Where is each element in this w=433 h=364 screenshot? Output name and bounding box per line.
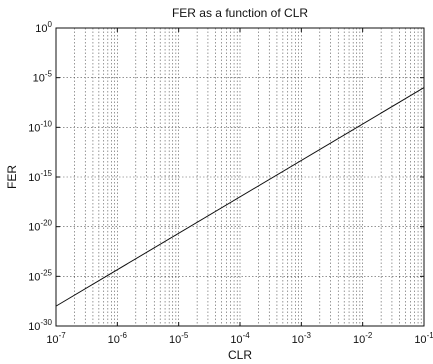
- series-layer: [55, 87, 425, 307]
- y-tick-label: 10-10: [28, 119, 52, 134]
- y-tick-label: 10-15: [28, 169, 52, 184]
- axes: [55, 27, 425, 327]
- x-tick-label: 10-1: [414, 331, 433, 346]
- x-axis-label: CLR: [228, 348, 252, 362]
- x-tick-label: 10-4: [230, 331, 250, 346]
- y-tick-label: 10-5: [33, 70, 53, 85]
- chart-title: FER as a function of CLR: [172, 6, 308, 20]
- series-line: [55, 87, 425, 307]
- x-tick-label: 10-3: [292, 331, 312, 346]
- y-tick-label: 100: [35, 20, 52, 35]
- tick-labels: 10-7 10-6 10-5 10-4 10-3 10-2 10-1 10-30 10-25 10…: [28, 20, 433, 346]
- y-tick-label: 10-25: [28, 268, 52, 283]
- y-axis-label: FER: [5, 165, 19, 189]
- x-tick-label: 10-7: [46, 331, 66, 346]
- x-tick-label: 10-5: [169, 331, 189, 346]
- x-tick-label: 10-2: [353, 331, 373, 346]
- y-tick-label: 10-30: [28, 318, 52, 333]
- x-tick-label: 10-6: [108, 331, 128, 346]
- grid: [56, 28, 424, 326]
- y-tick-label: 10-20: [28, 219, 52, 234]
